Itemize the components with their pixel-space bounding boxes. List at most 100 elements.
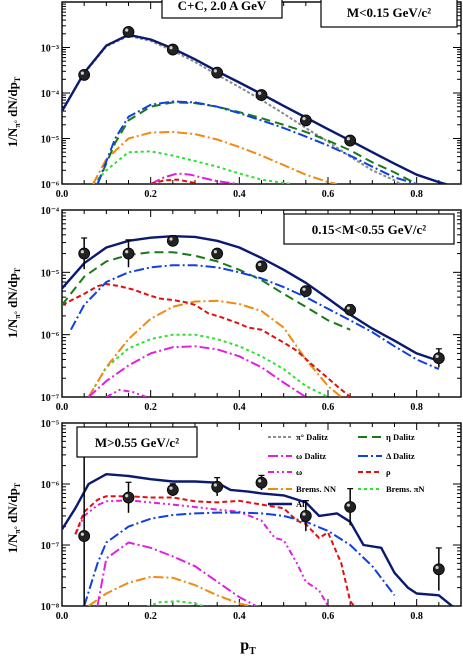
legend-label-brems-nn: Brems. NN	[296, 484, 337, 494]
legend-label-eta: η Dalitz	[386, 432, 415, 442]
y-tick-label: 10⁻⁴	[41, 89, 59, 100]
data-point	[122, 26, 135, 38]
series-omega-d-line	[96, 541, 259, 606]
series-rho-line	[74, 495, 356, 606]
x-tick-label: 0.6	[322, 189, 335, 200]
data-point	[299, 509, 312, 522]
y-tick-label: 10⁻⁶	[41, 180, 59, 191]
data-point-highlight	[169, 237, 173, 241]
svg-text:1/Nπ° dN/dpT: 1/Nπ° dN/dpT	[5, 482, 22, 553]
x-tick-label: 0.4	[233, 402, 246, 413]
data-point	[255, 476, 268, 489]
series-brems-nn-line	[88, 575, 255, 606]
y-tick-label: 10⁻⁶	[41, 480, 59, 491]
data-point-highlight	[213, 250, 217, 254]
legend-label-rho: ρ	[386, 467, 391, 477]
data-point-highlight	[80, 71, 84, 75]
data-point-highlight	[213, 69, 217, 73]
data-point	[78, 68, 91, 81]
data-point-highlight	[435, 354, 439, 358]
series-brems-pin-line	[146, 600, 207, 606]
series-eta-line	[62, 251, 351, 331]
panel-3: 0.0 0.2 0.4 0.6 0.8 10⁻⁸ 10⁻⁷ 10⁻⁶ 10⁻⁵	[41, 419, 462, 622]
series-delta-line	[83, 511, 396, 606]
svg-text:1/Nπ° dN/dpT: 1/Nπ° dN/dpT	[5, 267, 22, 338]
series-rho-line	[62, 283, 351, 397]
data-point-highlight	[302, 287, 306, 291]
series-delta-line	[70, 264, 440, 371]
x-tick-label: 0.4	[233, 189, 246, 200]
data-point-highlight	[125, 28, 129, 32]
legend-label-pi0: π° Dalitz	[296, 432, 328, 442]
y-axis-label-3: 1/Nπ° dN/dpT	[5, 482, 22, 553]
data-point	[211, 66, 224, 79]
data-point	[211, 247, 224, 260]
data-point-highlight	[346, 137, 350, 141]
panel-3-mass-box: M>0.55 GeV/c²	[76, 426, 198, 458]
data-point	[78, 530, 91, 542]
data-point-highlight	[125, 250, 129, 254]
data-point	[255, 260, 268, 273]
series-brems-nn-line	[92, 130, 338, 184]
data-point	[166, 234, 179, 247]
legend: π° Dalitz η Dalitz ω Dalitz Δ Dalitz ω ρ Brems…	[268, 432, 425, 509]
panel-1-mass-box: M<0.15 GeV/c²	[320, 0, 458, 28]
series-brems-pin-line	[92, 150, 293, 184]
y-tick-label: 10⁻⁷	[41, 541, 59, 552]
series-rho-line	[150, 178, 200, 184]
series-omega-d-line	[87, 345, 307, 397]
x-tick-label: 0.8	[410, 402, 423, 413]
data-point-highlight	[258, 262, 262, 267]
svg-text:C+C, 2.0 A GeV: C+C, 2.0 A GeV	[178, 0, 267, 13]
data-point	[166, 43, 179, 56]
data-point	[299, 114, 312, 127]
series-pi0-line	[62, 34, 403, 184]
data-point	[122, 491, 135, 504]
data-point	[344, 501, 357, 513]
series-brems-pin-line	[87, 333, 329, 397]
data-point-highlight	[169, 486, 173, 490]
data-point-highlight	[169, 46, 173, 50]
x-tick-label: 0.6	[322, 611, 335, 622]
legend-label-delta: Δ Dalitz	[386, 451, 415, 461]
x-tick-label: 0.4	[233, 611, 246, 622]
data-point	[211, 480, 224, 493]
panel-1: 0.0 0.2 0.4 0.6 0.8 10⁻⁶ 10⁻⁵ 10⁻⁴ 10⁻³	[41, 1, 462, 200]
legend-label-omega: ω	[296, 467, 302, 477]
series-all-line	[62, 235, 440, 363]
legend-label-brems-pin: Brems. πN	[386, 484, 425, 494]
x-tick-label: 0.0	[56, 189, 69, 200]
svg-text:M>0.55 GeV/c²: M>0.55 GeV/c²	[95, 435, 179, 450]
series-all-line	[62, 33, 450, 184]
x-tick-label: 0.2	[144, 611, 157, 622]
data-point	[166, 484, 179, 496]
y-axis-label-2: 1/Nπ° dN/dpT	[5, 267, 22, 338]
data-point-highlight	[80, 532, 84, 536]
data-point-highlight	[125, 494, 129, 498]
panel-2: 0.0 0.2 0.4 0.6 0.8 10⁻⁷ 10⁻⁶ 10⁻⁵ 10⁻⁴	[41, 206, 462, 413]
data-point-highlight	[258, 479, 262, 483]
y-tick-label: 10⁻⁷	[41, 393, 59, 404]
x-tick-label: 0.6	[322, 402, 335, 413]
data-point-highlight	[80, 250, 84, 254]
data-point-highlight	[302, 512, 306, 516]
data-point	[432, 352, 445, 365]
data-point-highlight	[346, 306, 350, 310]
legend-label-omega-d: ω Dalitz	[296, 451, 326, 461]
data-point-highlight	[302, 116, 306, 121]
data-point	[122, 247, 135, 260]
y-tick-label: 10⁻⁴	[41, 206, 59, 217]
svg-text:1/Nπ° dN/dpT: 1/Nπ° dN/dpT	[5, 76, 22, 147]
y-tick-label: 10⁻³	[41, 44, 59, 55]
series-all-line	[62, 473, 457, 606]
panel-2-mass-box: 0.15<M<0.55 GeV/c²	[283, 213, 455, 245]
y-tick-label: 10⁻⁸	[41, 602, 59, 613]
x-tick-label: 0.8	[410, 611, 423, 622]
data-point	[344, 134, 357, 147]
data-point-highlight	[435, 565, 439, 570]
data-point	[255, 89, 268, 101]
data-point	[432, 563, 445, 576]
data-point-highlight	[213, 483, 217, 487]
data-point	[299, 285, 312, 297]
